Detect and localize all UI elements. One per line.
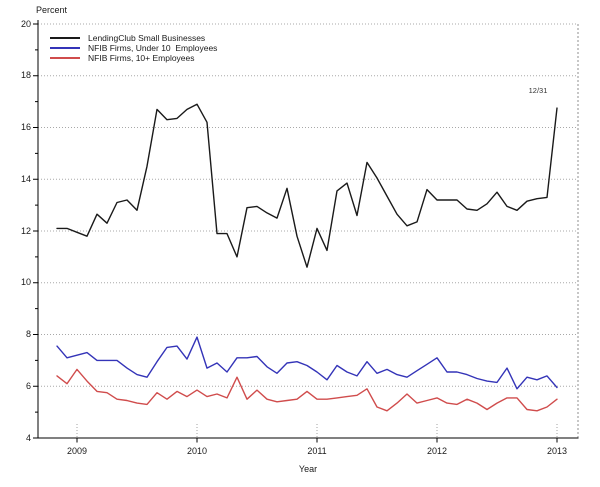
legend-label: NFIB Firms, 10+ Employees	[88, 53, 195, 63]
legend-line-swatch-blue	[50, 47, 80, 49]
x-axis-title: Year	[298, 464, 318, 474]
y-tick-label: 14	[20, 173, 31, 184]
x-tick-label: 2011	[307, 446, 327, 456]
y-tick-label: 16	[20, 122, 31, 132]
y-tick-label: 6	[25, 380, 31, 391]
y-tick-label: 10	[20, 277, 31, 288]
y-tick-label: 18	[20, 70, 31, 81]
legend-item: NFIB Firms, Under 10 Employees	[50, 43, 217, 53]
legend-item: NFIB Firms, 10+ Employees	[50, 53, 217, 63]
x-tick-label: 2012	[426, 446, 448, 456]
data-point-annotation: 12/31	[528, 86, 548, 95]
legend-label: NFIB Firms, Under 10 Employees	[88, 43, 218, 53]
legend-item: LendingClub Small Businesses	[50, 33, 217, 43]
legend-label: LendingClub Small Businesses	[88, 33, 206, 43]
x-tick-label: 2013	[546, 446, 568, 456]
y-axis-title: Percent	[36, 5, 68, 15]
legend-line-swatch-red	[50, 57, 80, 59]
y-tick-label: 12	[20, 225, 31, 236]
legend: LendingClub Small Businesses NFIB Firms,…	[50, 33, 217, 63]
y-tick-label: 20	[20, 18, 31, 29]
x-tick-label: 2010	[186, 446, 208, 456]
x-tick-label: 2009	[66, 446, 88, 456]
y-tick-label: 8	[25, 329, 31, 339]
legend-line-swatch-black	[50, 37, 80, 39]
y-tick-label: 4	[25, 432, 31, 443]
